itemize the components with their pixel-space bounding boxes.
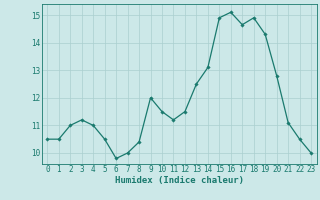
- X-axis label: Humidex (Indice chaleur): Humidex (Indice chaleur): [115, 176, 244, 185]
